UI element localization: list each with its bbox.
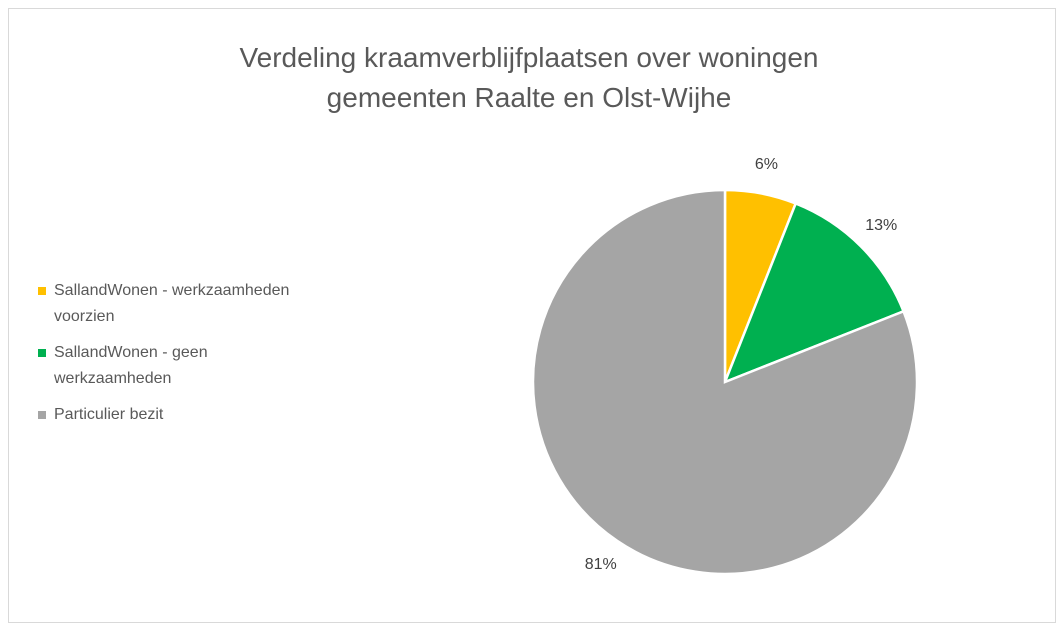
legend-item: SallandWonen - geen werkzaamheden [38,340,294,392]
legend-swatch [38,349,46,357]
legend-swatch [38,411,46,419]
data-label: 6% [755,156,778,173]
chart-title: Verdeling kraamverblijfplaatsen over won… [239,42,819,113]
legend-item: SallandWonen - werkzaamheden voorzien [38,278,294,330]
pie-slice [531,188,919,576]
data-label: 81% [585,556,617,573]
legend-swatch [38,287,46,295]
legend-label: SallandWonen - werkzaamheden voorzien [54,282,290,325]
legend-label: Particulier bezit [54,406,164,423]
pie-slice [722,201,906,385]
legend: SallandWonen - werkzaamheden voorzien Sal… [38,278,289,438]
legend-label: SallandWonen - geen werkzaamheden [54,344,208,387]
chart-frame [8,8,1056,623]
data-label: 13% [865,217,897,234]
legend-item: Particulier bezit [38,402,294,428]
